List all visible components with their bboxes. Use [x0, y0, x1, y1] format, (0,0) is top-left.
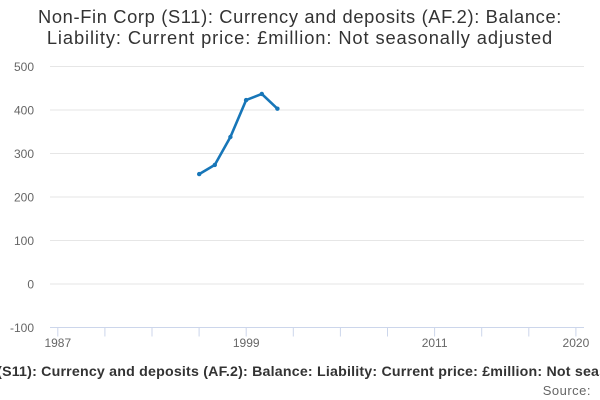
svg-text:2020: 2020 [563, 336, 590, 350]
svg-text:-100: -100 [10, 321, 34, 335]
svg-text:500: 500 [14, 60, 34, 74]
svg-text:200: 200 [14, 191, 34, 205]
svg-text:400: 400 [14, 104, 34, 118]
svg-text:100: 100 [14, 234, 34, 248]
svg-text:0: 0 [27, 278, 34, 292]
svg-text:2011: 2011 [422, 336, 448, 350]
svg-text:1999: 1999 [233, 336, 260, 350]
svg-text:1987: 1987 [44, 336, 71, 350]
svg-text:300: 300 [14, 147, 34, 161]
